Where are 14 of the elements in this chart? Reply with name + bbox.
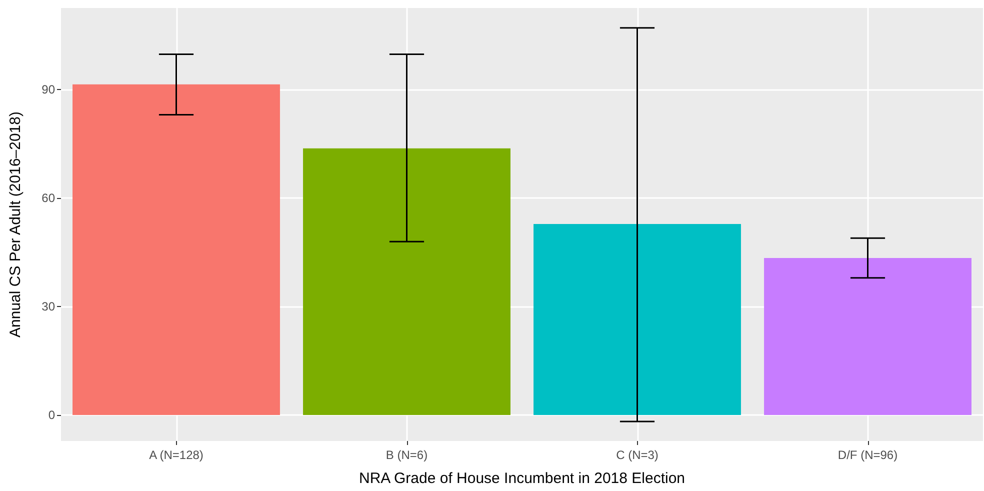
y-tick-label: 30: [42, 299, 56, 314]
x-tick-label: A (N=128): [149, 448, 204, 462]
bar: [764, 258, 972, 415]
x-tick-label: B (N=6): [386, 448, 428, 462]
bar: [72, 84, 280, 415]
bar: [303, 148, 510, 415]
x-tick-label: D/F (N=96): [838, 448, 898, 462]
x-axis-title: NRA Grade of House Incumbent in 2018 Election: [358, 470, 686, 487]
y-tick-label: 0: [48, 408, 56, 422]
x-tick-label: C (N=3): [616, 448, 658, 462]
bar: [534, 224, 741, 415]
y-tick-label: 90: [42, 82, 56, 96]
y-axis-title: Annual CS Per Adult (2016–2018): [7, 112, 24, 338]
y-tick-label: 60: [42, 190, 56, 205]
